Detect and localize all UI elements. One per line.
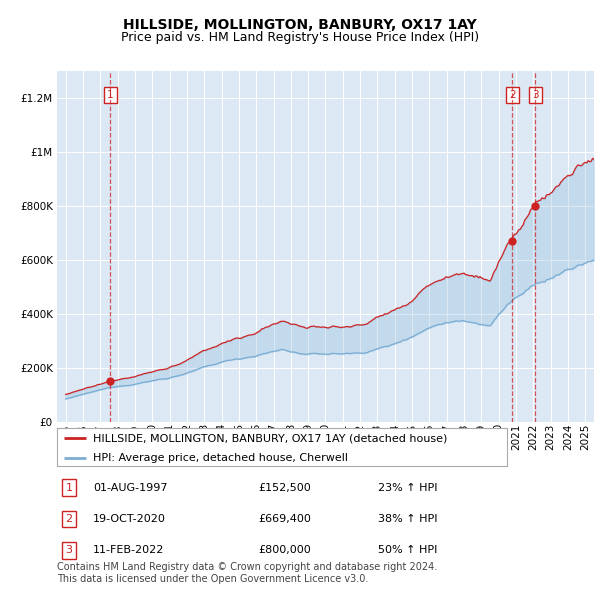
Text: 01-AUG-1997: 01-AUG-1997	[93, 483, 167, 493]
Text: 3: 3	[532, 90, 539, 100]
Text: 11-FEB-2022: 11-FEB-2022	[93, 545, 164, 555]
Text: £152,500: £152,500	[258, 483, 311, 493]
Text: HILLSIDE, MOLLINGTON, BANBURY, OX17 1AY (detached house): HILLSIDE, MOLLINGTON, BANBURY, OX17 1AY …	[93, 433, 448, 443]
Text: 2: 2	[509, 90, 516, 100]
Text: 23% ↑ HPI: 23% ↑ HPI	[378, 483, 437, 493]
Text: 38% ↑ HPI: 38% ↑ HPI	[378, 514, 437, 524]
Text: £800,000: £800,000	[258, 545, 311, 555]
Text: HILLSIDE, MOLLINGTON, BANBURY, OX17 1AY: HILLSIDE, MOLLINGTON, BANBURY, OX17 1AY	[123, 18, 477, 32]
Text: Price paid vs. HM Land Registry's House Price Index (HPI): Price paid vs. HM Land Registry's House …	[121, 31, 479, 44]
Text: 1: 1	[65, 483, 73, 493]
Text: £669,400: £669,400	[258, 514, 311, 524]
Text: 50% ↑ HPI: 50% ↑ HPI	[378, 545, 437, 555]
Text: 1: 1	[107, 90, 114, 100]
Text: 2: 2	[65, 514, 73, 524]
Text: HPI: Average price, detached house, Cherwell: HPI: Average price, detached house, Cher…	[93, 453, 348, 463]
Text: 19-OCT-2020: 19-OCT-2020	[93, 514, 166, 524]
Text: Contains HM Land Registry data © Crown copyright and database right 2024.
This d: Contains HM Land Registry data © Crown c…	[57, 562, 437, 584]
Text: 3: 3	[65, 545, 73, 555]
